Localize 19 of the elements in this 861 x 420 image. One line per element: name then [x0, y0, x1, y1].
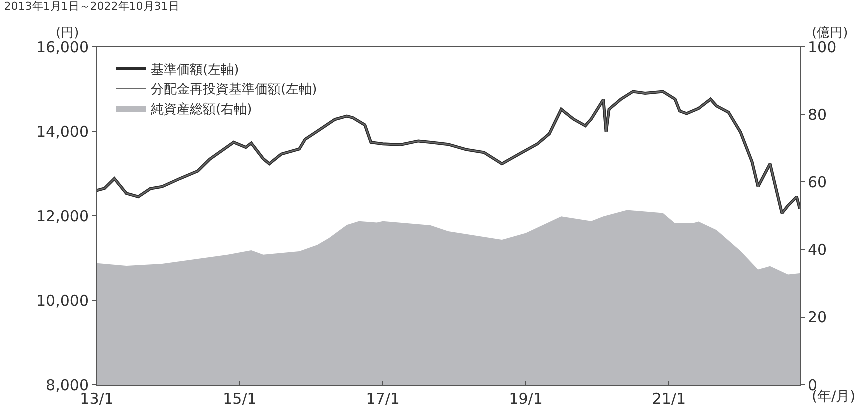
chart-title: 2013年1月1日～2022年10月31日: [4, 0, 180, 13]
y2-tick-label: 40: [808, 241, 828, 260]
y-tick-label: 12,000: [36, 207, 89, 226]
y-tick-label: 16,000: [36, 38, 89, 56]
y-tick-label: 10,000: [36, 292, 89, 310]
y2-tick-label: 20: [808, 308, 828, 327]
x-tick-label: 17/1: [366, 390, 400, 408]
y2-tick-label: 60: [808, 173, 828, 192]
y2-tick-label: 80: [808, 106, 828, 124]
y2-axis-title: (億円): [812, 26, 848, 41]
x-tick-label: 19/1: [509, 390, 543, 408]
y2-tick-label: 100: [808, 38, 837, 56]
legend-label: 純資産総額(右軸): [151, 102, 252, 118]
legend-label: 基準価額(左軸): [151, 62, 240, 78]
y-axis-title: (円): [56, 26, 80, 41]
x-tick-label: 15/1: [223, 390, 257, 408]
x-tick-label: 21/1: [652, 390, 686, 408]
legend-label: 分配金再投資基準価額(左軸): [151, 82, 318, 98]
y-tick-label: 14,000: [36, 122, 89, 141]
